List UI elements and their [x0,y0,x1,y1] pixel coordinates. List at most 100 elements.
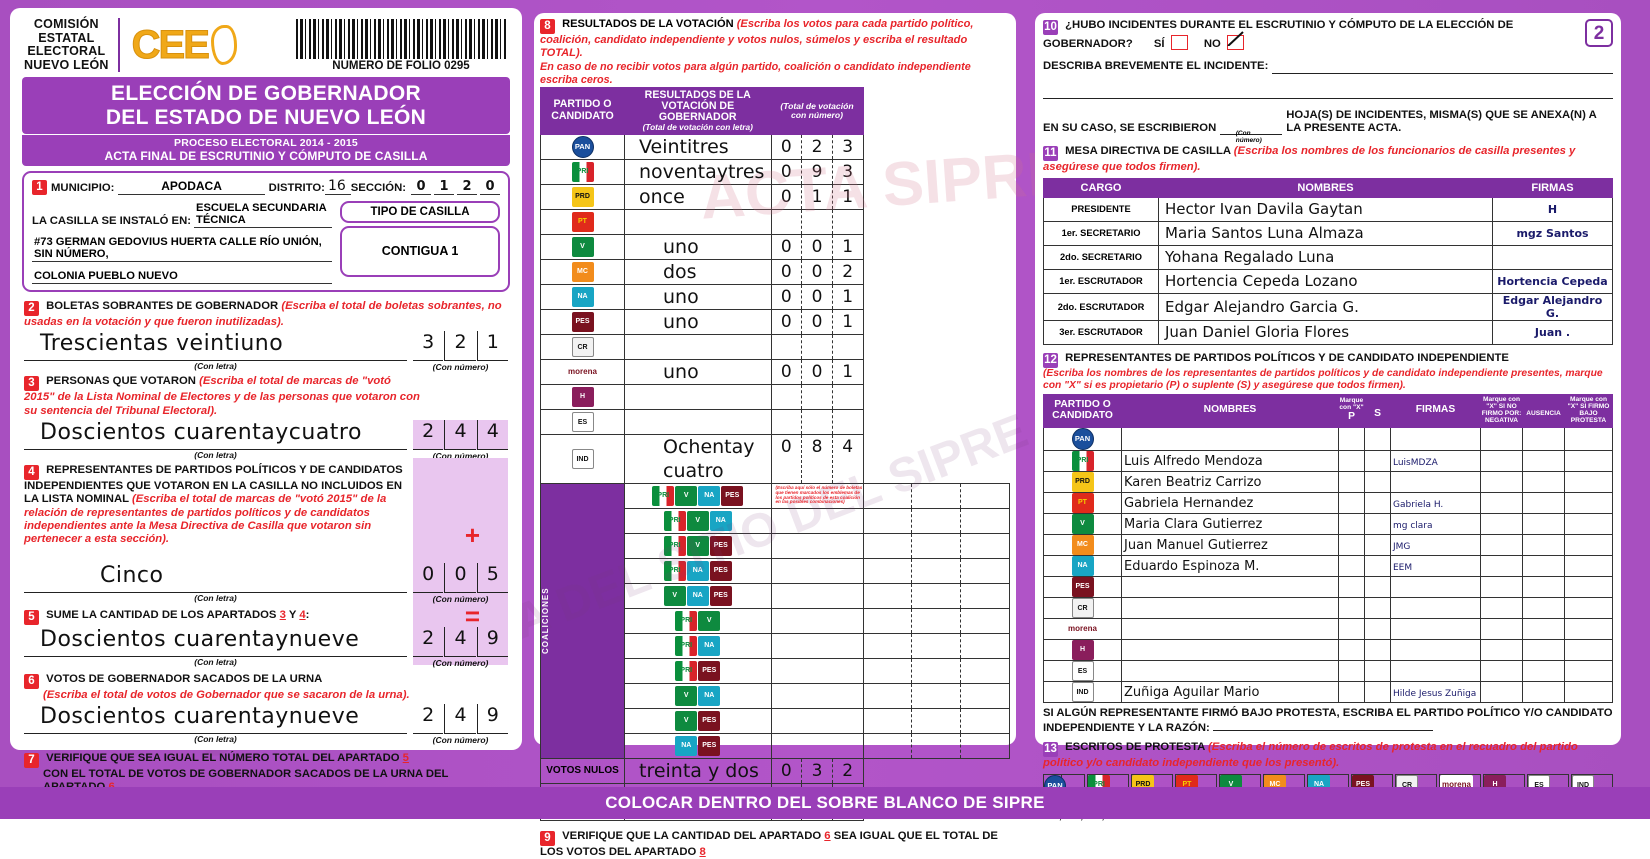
rep-firma[interactable]: JMG [1390,533,1481,556]
rep-p-mark[interactable] [1338,638,1365,661]
vote-digit-2[interactable]: 9 [801,159,832,184]
vote-digit-3[interactable] [831,209,863,234]
vote-row-letra[interactable] [624,383,772,410]
rep-protesta[interactable] [1564,554,1613,577]
mesa-nombre[interactable]: Hortencia Cepeda Lozano [1158,268,1493,294]
section-5-letra-field[interactable]: Doscientos cuarentaynueve (Con letra) [24,627,407,667]
rep-s-mark[interactable] [1364,680,1391,703]
vote-digit-3[interactable]: 1 [831,309,863,334]
rep-ausencia[interactable] [1522,491,1565,514]
rep-s-mark[interactable] [1364,638,1391,661]
rep-protesta[interactable] [1564,491,1613,514]
vote-digit-3[interactable]: 1 [831,184,863,209]
coalition-digit-3[interactable] [960,733,1009,758]
nulos-digit-2[interactable]: 3 [801,758,832,783]
coalition-digit-2[interactable] [911,708,960,733]
vote-digit-1[interactable]: 0 [780,161,792,182]
coalition-numero[interactable] [862,507,1010,534]
seccion-digits[interactable]: 0 1 2 0 [411,179,500,195]
rep-firma[interactable] [1390,470,1481,493]
coalition-digit-2[interactable] [911,483,960,508]
coalition-digit-2[interactable] [911,658,960,683]
vote-row-letra[interactable]: uno [624,283,772,310]
coalition-letra[interactable] [770,632,864,659]
seccion-digit-3[interactable]: 2 [457,179,477,195]
checkbox-si[interactable] [1170,35,1188,50]
rep-firma[interactable]: mg clara [1390,512,1481,535]
section-3-numero-field[interactable]: 2 4 4 (Con número) [413,419,508,461]
coalition-digit-2[interactable] [911,733,960,758]
rep-p-mark[interactable] [1338,470,1365,493]
vote-digit-1[interactable]: 0 [780,136,792,157]
coalition-digit-3[interactable] [960,658,1009,683]
vote-digit-1[interactable]: 0 [780,186,792,207]
coalition-digit-2[interactable] [911,608,960,633]
rep-p-mark[interactable] [1338,659,1365,682]
section-5-digit-3[interactable]: 9 [476,626,508,657]
rep-negativa[interactable] [1480,491,1523,514]
vote-row-letra[interactable] [624,208,772,235]
vote-digit-1[interactable]: 0 [780,436,792,457]
tipo-casilla-value[interactable]: CONTIGUA 1 [340,225,500,277]
coalition-digit-1[interactable] [864,534,912,558]
coalition-letra[interactable] [770,657,864,684]
vote-digit-3[interactable]: 3 [831,159,863,184]
rep-nombre[interactable] [1121,659,1339,682]
vote-digit-3[interactable]: 1 [831,234,863,259]
vote-digit-1[interactable]: 0 [780,236,792,257]
rep-nombre[interactable] [1121,426,1339,451]
section-3-digit-3[interactable]: 4 [476,419,508,450]
mesa-firma[interactable]: mgz Santos [1492,220,1613,246]
coalition-digit-1[interactable] [864,484,912,508]
rep-s-mark[interactable] [1364,617,1391,640]
rep-p-mark[interactable] [1338,554,1365,577]
coalition-digit-2[interactable] [911,558,960,583]
section-6-digit-1[interactable]: 2 [413,704,444,734]
vote-digit-3[interactable]: 1 [831,284,863,309]
vote-digit-2[interactable] [801,209,832,234]
rep-protesta[interactable] [1564,596,1613,619]
rep-negativa[interactable] [1480,659,1523,682]
rep-p-mark[interactable] [1338,596,1365,619]
rep-p-mark[interactable] [1338,491,1365,514]
vote-digit-2[interactable] [801,384,832,409]
section-3-digit-1[interactable]: 2 [413,420,444,450]
coalition-numero[interactable] [862,582,1010,609]
rep-nombre[interactable]: Juan Manuel Gutierrez [1121,533,1339,556]
rep-s-mark[interactable] [1364,554,1391,577]
rep-s-mark[interactable] [1364,491,1391,514]
rep-s-mark[interactable] [1364,659,1391,682]
rep-ausencia[interactable] [1522,617,1565,640]
coalition-digit-1[interactable] [864,584,912,608]
mesa-firma[interactable] [1492,244,1613,270]
coalition-letra[interactable]: (Escriba aquí sólo el número de boletas … [770,482,864,509]
coalition-digit-2[interactable] [911,683,960,708]
section-2-digit-3[interactable]: 1 [476,331,508,362]
rep-s-mark[interactable] [1364,512,1391,535]
rep-firma[interactable]: Hilde Jesus Zuñiga [1390,680,1481,703]
coalition-digit-1[interactable] [864,684,912,708]
coalition-numero[interactable] [862,682,1010,709]
coalition-digit-1[interactable] [864,609,912,633]
vote-row-letra[interactable]: Veintitres [624,133,772,160]
rep-protesta[interactable] [1564,470,1613,493]
rep-ausencia[interactable] [1522,470,1565,493]
nulos-letra-cell[interactable]: treinta y dos [624,757,772,784]
rep-p-mark[interactable] [1338,512,1365,535]
coalition-digit-3[interactable] [960,683,1009,708]
vote-digit-1[interactable] [772,335,802,359]
address-line-2[interactable]: #73 GERMAN GEDOVIUS HUERTA CALLE RÍO UNI… [32,235,332,262]
vote-row-numero[interactable] [770,333,864,360]
coalition-digit-2[interactable] [911,583,960,608]
rep-firma[interactable] [1390,617,1481,640]
coalition-digit-1[interactable] [864,559,912,583]
coalition-digit-3[interactable] [960,558,1009,583]
rep-s-mark[interactable] [1364,533,1391,556]
rep-nombre[interactable] [1121,617,1339,640]
vote-digit-3[interactable] [831,384,863,409]
rep-negativa[interactable] [1480,575,1523,598]
vote-digit-1[interactable] [772,210,802,234]
